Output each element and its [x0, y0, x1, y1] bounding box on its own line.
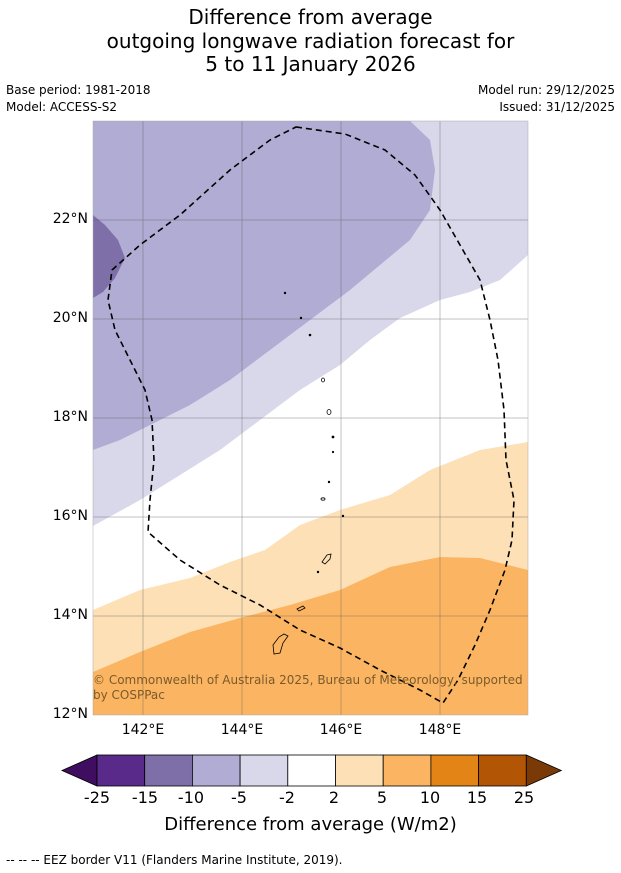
chart-title-line3: 5 to 11 January 2026	[205, 52, 416, 76]
colorbar-swatch	[287, 754, 336, 787]
colorbar-extend-high	[525, 754, 563, 787]
colorbar-swatch	[96, 754, 146, 787]
copyright-line1: © Commonwealth of Australia 2025, Bureau…	[93, 673, 523, 687]
colorbar-swatch	[430, 754, 479, 787]
lon-label-142e: 142°E	[121, 722, 165, 738]
colorbar-tick-5: 5	[376, 788, 388, 807]
colorbar-tick-neg15: -15	[131, 788, 159, 807]
chart-title-line1: Difference from average	[188, 5, 433, 29]
base-period: Base period: 1981-2018	[6, 83, 151, 97]
colorbar-swatch	[239, 754, 289, 787]
anomaly-strong-negative	[93, 215, 125, 298]
chart-title-line2: outgoing longwave radiation forecast for	[106, 29, 515, 53]
lat-label-20n: 20°N	[52, 310, 88, 326]
map-frame	[92, 120, 529, 716]
colorbar-swatch	[191, 754, 241, 787]
colorbar-tick-neg5: -5	[231, 788, 247, 807]
lat-label-12n: 12°N	[52, 706, 88, 722]
colorbar-tick-neg25: -25	[83, 788, 111, 807]
copyright-line2: by COSPPac	[93, 688, 165, 702]
colorbar-swatch	[144, 754, 193, 787]
colorbar-tick-neg2: -2	[279, 788, 295, 807]
lat-label-22n: 22°N	[52, 211, 88, 227]
colorbar-tick-2: 2	[328, 788, 340, 807]
colorbar-tick-10: 10	[419, 788, 441, 807]
colorbar-tick-15: 15	[466, 788, 488, 807]
colorbar	[61, 754, 563, 787]
colorbar-swatch	[335, 754, 384, 787]
lat-label-16n: 16°N	[52, 508, 88, 524]
colorbar-swatch	[382, 754, 432, 787]
colorbar-label: Difference from average (W/m2)	[164, 814, 457, 835]
issued-date: Issued: 31/12/2025	[499, 100, 615, 114]
lon-label-144e: 144°E	[220, 722, 264, 738]
colorbar-extend-low	[61, 754, 98, 787]
colorbar-tick-neg10: -10	[177, 788, 205, 807]
island-outlines	[272, 291, 345, 655]
anomaly-negative	[93, 121, 435, 450]
lon-label-148e: 148°E	[418, 722, 462, 738]
map-plot	[93, 121, 528, 715]
map-grid	[93, 121, 528, 715]
lon-label-146e: 146°E	[319, 722, 363, 738]
model-run: Model run: 29/12/2025	[477, 83, 615, 97]
lat-label-18n: 18°N	[52, 409, 88, 425]
lat-label-14n: 14°N	[52, 607, 88, 623]
eez-footnote: -- -- -- EEZ border V11 (Flanders Marine…	[6, 853, 343, 867]
model-name: Model: ACCESS-S2	[6, 100, 118, 114]
colorbar-swatch	[478, 754, 527, 787]
colorbar-tick-25: 25	[513, 788, 535, 807]
anomaly-positive	[93, 557, 528, 715]
